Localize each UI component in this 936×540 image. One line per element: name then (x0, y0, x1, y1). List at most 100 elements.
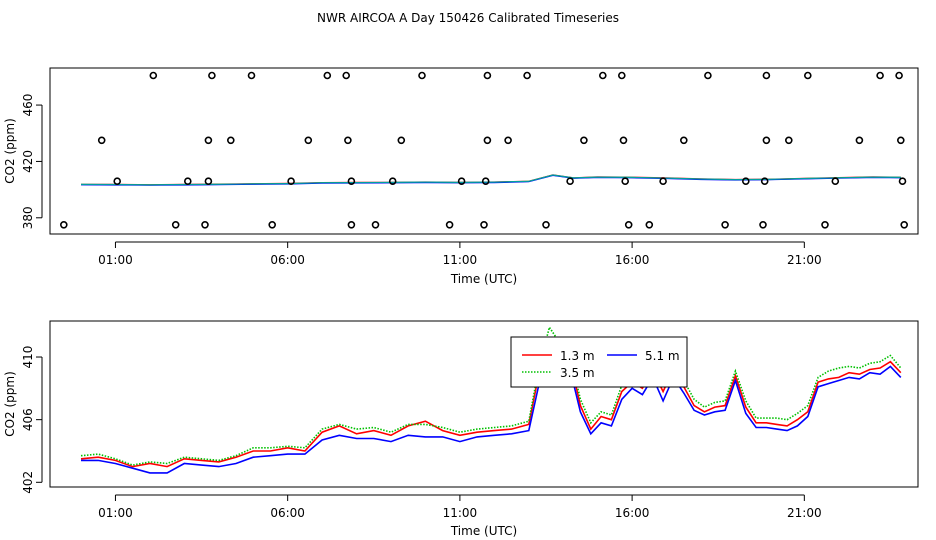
scatter-point (624, 221, 633, 229)
scatter-point (659, 177, 667, 185)
x-tick-label: 01:00 (98, 506, 133, 520)
scatter-point (566, 177, 574, 185)
scatter-point (388, 177, 397, 185)
scatter-point (268, 221, 277, 229)
scatter-point (760, 177, 769, 185)
y-tick-label: 410 (21, 346, 35, 369)
scatter-point (204, 177, 213, 185)
top-y-axis: 380 420 460 (21, 94, 43, 229)
scatter-point (171, 221, 180, 229)
y-tick-label: 406 (21, 408, 35, 431)
y-tick-label: 402 (21, 471, 35, 494)
scatter-point (741, 177, 750, 185)
scatter-point (457, 177, 466, 185)
bottom-y-axis-label: CO2 (ppm) (3, 371, 17, 437)
x-tick-label: 01:00 (98, 253, 133, 267)
scatter-point (371, 221, 380, 229)
scatter-point (645, 221, 654, 229)
scatter-point (347, 177, 356, 185)
scatter-point (287, 177, 295, 185)
top-x-axis-label: Time (UTC) (450, 272, 517, 286)
scatter-point (619, 136, 628, 145)
scatter-point (895, 71, 903, 80)
x-tick-label: 16:00 (615, 506, 650, 520)
scatter-point (397, 136, 406, 145)
scatter-point (762, 136, 771, 145)
bottom-x-axis: 01:00 06:00 11:00 16:00 21:00 (98, 494, 822, 520)
x-tick-label: 06:00 (270, 253, 305, 267)
series-line-5-1-m (81, 347, 902, 474)
scatter-point (504, 136, 512, 145)
x-tick-label: 11:00 (443, 506, 478, 520)
scatter-point (323, 71, 332, 80)
scatter-point (418, 71, 426, 80)
scatter-point (347, 221, 356, 229)
legend: 1.3 m 5.1 m 3.5 m (510, 336, 688, 388)
scatter-point (483, 136, 492, 145)
top-panel: 01:00 06:00 11:00 16:00 21:00 380 420 460 Time… (3, 67, 919, 286)
top-y-axis-label: CO2 (ppm) (3, 118, 17, 184)
scatter-point (97, 136, 106, 145)
scatter-point (704, 71, 712, 80)
scatter-point (204, 136, 213, 145)
legend-label-3-5m: 3.5 m (560, 366, 595, 380)
bottom-y-axis: 402 406 410 (21, 346, 43, 494)
y-tick-label: 420 (21, 150, 35, 173)
scatter-point (784, 136, 793, 145)
scatter-point (184, 177, 192, 185)
scatter-point (831, 177, 840, 185)
scatter-point (580, 136, 588, 145)
scatter-point (304, 136, 313, 145)
scatter-point (445, 221, 454, 229)
top-trace-line (80, 174, 901, 186)
y-tick-label: 380 (21, 206, 35, 229)
series-line-3-5-m (80, 325, 902, 466)
top-x-axis: 01:00 06:00 11:00 16:00 21:00 (98, 241, 822, 267)
y-tick-label: 460 (21, 94, 35, 117)
scatter-point (679, 136, 688, 145)
scatter-point (803, 71, 812, 80)
scatter-point (208, 71, 216, 80)
legend-label-5-1m: 5.1 m (645, 349, 680, 363)
scatter-point (617, 71, 626, 80)
series-line-1-3-m (80, 336, 902, 468)
scatter-point (344, 136, 352, 145)
x-tick-label: 21:00 (787, 506, 822, 520)
x-tick-label: 11:00 (443, 253, 478, 267)
bottom-lines (80, 325, 902, 474)
scatter-point (876, 71, 884, 80)
scatter-point (621, 177, 630, 185)
top-lines (80, 174, 901, 186)
scatter-point (762, 71, 771, 80)
scatter-point (896, 136, 905, 145)
bottom-panel: 01:00 06:00 11:00 16:00 21:00 402 406 410 1.3 … (3, 320, 919, 538)
scatter-point (759, 221, 767, 229)
scatter-point (149, 71, 158, 80)
top-plot-frame (49, 67, 919, 235)
bottom-x-axis-label: Time (UTC) (450, 524, 517, 538)
scatter-point (821, 221, 829, 229)
scatter-point (480, 221, 488, 229)
legend-label-1-3m: 1.3 m (560, 349, 595, 363)
x-tick-label: 21:00 (787, 253, 822, 267)
scatter-point (898, 177, 907, 185)
legend-box (510, 336, 688, 388)
scatter-point (523, 71, 531, 80)
x-tick-label: 16:00 (615, 253, 650, 267)
scatter-point (481, 177, 490, 185)
scatter-point (342, 71, 351, 80)
scatter-point (201, 221, 209, 229)
scatter-point (59, 221, 68, 229)
scatter-point (598, 71, 607, 80)
scatter-point (247, 71, 256, 80)
top-scatter-points (59, 71, 909, 229)
scatter-point (227, 136, 235, 145)
scatter-point (483, 71, 492, 80)
scatter-point (113, 177, 121, 185)
scatter-point (721, 221, 729, 229)
scatter-point (542, 221, 550, 229)
scatter-point (900, 221, 909, 229)
chart-title: NWR AIRCOA A Day 150426 Calibrated Times… (317, 11, 619, 25)
bottom-plot-frame (49, 320, 919, 488)
